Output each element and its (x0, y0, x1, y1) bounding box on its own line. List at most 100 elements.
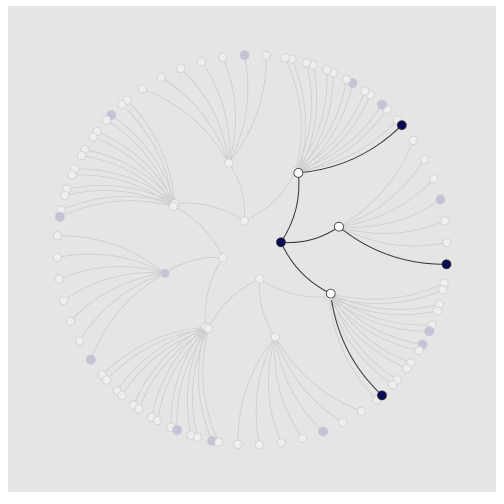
tree-link (280, 226, 340, 244)
tree-link (192, 328, 209, 438)
group-node[interactable] (224, 158, 234, 168)
leaf-node[interactable] (424, 326, 435, 337)
leaf-node[interactable] (301, 58, 312, 68)
tree-link (101, 326, 206, 376)
leaf-node[interactable] (377, 390, 387, 401)
leaf-node[interactable] (152, 415, 163, 426)
leaf-node[interactable] (54, 211, 65, 222)
tree-link (133, 326, 206, 406)
leaf-node[interactable] (196, 57, 207, 67)
leaf-node[interactable] (218, 52, 228, 62)
leaf-node[interactable] (117, 390, 127, 400)
tree-link (274, 336, 362, 412)
leaf-node[interactable] (388, 380, 398, 390)
tree-link (57, 253, 166, 274)
leaf-node[interactable] (59, 295, 69, 306)
tree-link (338, 220, 445, 234)
tree-link (295, 79, 347, 172)
group-node[interactable] (168, 201, 178, 211)
leaf-node[interactable] (341, 74, 352, 85)
tree-link (255, 336, 276, 445)
tree-link (204, 257, 224, 328)
leaf-node[interactable] (52, 231, 63, 241)
tree-link (66, 184, 176, 205)
tree-link (298, 124, 403, 174)
group-node[interactable] (334, 221, 344, 232)
root-node[interactable] (218, 253, 228, 263)
leaf-node[interactable] (67, 170, 77, 180)
leaf-node[interactable] (214, 437, 224, 447)
leaf-node[interactable] (52, 252, 62, 263)
leaf-node[interactable] (76, 150, 87, 161)
tree-link (151, 326, 206, 418)
tree-link (81, 155, 174, 207)
leaf-node[interactable] (54, 274, 64, 284)
leaf-node[interactable] (233, 439, 243, 450)
root-node[interactable] (239, 216, 249, 226)
leaf-node[interactable] (134, 404, 144, 414)
leaf-node[interactable] (357, 406, 367, 416)
leaf-node[interactable] (442, 237, 452, 248)
tree-link (338, 140, 414, 228)
leaf-node[interactable] (261, 50, 271, 61)
leaf-node[interactable] (172, 425, 182, 435)
tree-link (244, 171, 296, 222)
leaf-node[interactable] (254, 440, 265, 450)
leaf-node[interactable] (440, 216, 450, 226)
tree-link (298, 94, 371, 174)
leaf-node[interactable] (414, 345, 424, 356)
leaf-node[interactable] (239, 50, 250, 61)
root-node[interactable] (276, 237, 286, 248)
tree-link (338, 199, 441, 228)
tree-link (79, 272, 166, 342)
tree-link (57, 235, 166, 274)
leaf-node[interactable] (88, 132, 98, 142)
group-node[interactable] (293, 167, 304, 178)
tree-link (90, 272, 166, 360)
leaf-node[interactable] (377, 99, 387, 110)
leaf-node[interactable] (441, 259, 452, 270)
tree-link (106, 119, 174, 207)
leaf-node[interactable] (419, 154, 430, 164)
group-node[interactable] (325, 288, 336, 299)
root-node[interactable] (255, 274, 265, 284)
leaf-node[interactable] (428, 174, 439, 184)
group-node[interactable] (203, 324, 213, 334)
leaf-node[interactable] (280, 53, 290, 63)
leaf-node[interactable] (438, 285, 448, 295)
leaf-node[interactable] (432, 306, 442, 316)
leaf-node[interactable] (297, 433, 308, 443)
leaf-node[interactable] (322, 65, 332, 75)
leaf-node[interactable] (176, 63, 186, 74)
leaf-node[interactable] (102, 115, 112, 125)
leaf-node[interactable] (435, 194, 446, 205)
tree-link (330, 293, 398, 381)
group-node[interactable] (160, 268, 170, 278)
leaf-node[interactable] (318, 426, 329, 437)
leaf-node[interactable] (360, 86, 370, 96)
tree-link (59, 200, 174, 218)
leaf-node[interactable] (102, 375, 112, 385)
leaf-node[interactable] (192, 432, 203, 442)
leaf-node[interactable] (137, 84, 147, 94)
leaf-node[interactable] (396, 120, 407, 131)
leaf-node[interactable] (65, 316, 76, 326)
leaf-node[interactable] (60, 190, 70, 201)
leaf-node[interactable] (408, 135, 418, 145)
group-node[interactable] (270, 332, 280, 342)
tree-link (274, 336, 303, 439)
tree-link (71, 174, 174, 207)
leaf-node[interactable] (338, 417, 348, 428)
tree-link (96, 131, 176, 204)
leaf-node[interactable] (276, 438, 286, 448)
tree-link (330, 293, 440, 310)
leaf-node[interactable] (74, 336, 85, 346)
tree-link (202, 328, 220, 443)
tree-link (330, 293, 412, 364)
leaf-node[interactable] (156, 72, 166, 83)
leaf-node[interactable] (117, 100, 127, 110)
leaf-node[interactable] (402, 363, 412, 374)
tree-link (280, 242, 331, 295)
leaf-node[interactable] (85, 354, 96, 365)
